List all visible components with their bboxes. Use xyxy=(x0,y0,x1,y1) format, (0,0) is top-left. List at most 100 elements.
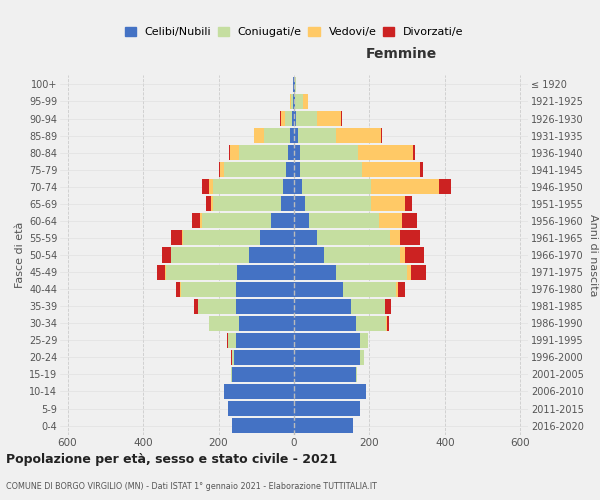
Bar xyxy=(249,248,294,262)
Bar xyxy=(213,179,283,194)
Bar xyxy=(294,162,299,177)
Bar xyxy=(280,111,281,126)
Bar xyxy=(400,230,421,246)
Bar xyxy=(200,214,202,228)
Bar xyxy=(260,230,294,246)
Bar xyxy=(294,384,366,399)
Bar xyxy=(317,111,341,126)
Bar xyxy=(294,214,309,228)
Bar xyxy=(293,77,294,92)
Bar xyxy=(294,179,302,194)
Bar xyxy=(294,196,305,212)
Bar xyxy=(213,196,281,212)
Bar xyxy=(362,162,421,177)
Bar xyxy=(172,230,182,246)
Bar xyxy=(224,162,286,177)
Bar xyxy=(343,282,396,296)
Y-axis label: Fasce di età: Fasce di età xyxy=(14,222,25,288)
Bar xyxy=(396,282,398,296)
Bar xyxy=(232,350,233,365)
Bar xyxy=(413,145,415,160)
Bar xyxy=(335,264,407,280)
Bar xyxy=(371,196,406,212)
Bar xyxy=(406,248,424,262)
Bar xyxy=(220,162,224,177)
Bar xyxy=(341,111,342,126)
Bar xyxy=(294,367,356,382)
Bar xyxy=(182,230,260,246)
Bar xyxy=(235,333,294,348)
Bar xyxy=(401,214,416,228)
Bar xyxy=(407,264,411,280)
Bar xyxy=(411,264,426,280)
Bar xyxy=(172,248,249,262)
Bar xyxy=(211,196,213,212)
Bar xyxy=(284,111,292,126)
Bar xyxy=(371,179,439,194)
Text: Femmine: Femmine xyxy=(366,46,437,60)
Bar xyxy=(294,94,295,109)
Bar xyxy=(290,128,294,143)
Text: COMUNE DI BORGO VIRGILIO (MN) - Dati ISTAT 1° gennaio 2021 - Elaborazione TUTTIT: COMUNE DI BORGO VIRGILIO (MN) - Dati IST… xyxy=(6,482,377,491)
Bar xyxy=(281,196,294,212)
Bar xyxy=(317,230,390,246)
Bar xyxy=(295,77,296,92)
Bar xyxy=(202,214,271,228)
Bar xyxy=(406,196,412,212)
Bar xyxy=(289,145,294,160)
Bar xyxy=(360,333,368,348)
Bar xyxy=(400,248,406,262)
Bar xyxy=(294,111,296,126)
Bar xyxy=(335,128,381,143)
Bar xyxy=(294,145,299,160)
Bar xyxy=(239,145,289,160)
Bar xyxy=(218,162,220,177)
Bar xyxy=(309,214,379,228)
Bar xyxy=(358,145,413,160)
Bar xyxy=(294,316,356,331)
Bar xyxy=(224,384,294,399)
Bar xyxy=(157,264,165,280)
Bar xyxy=(294,298,350,314)
Bar xyxy=(296,111,317,126)
Bar xyxy=(299,162,362,177)
Bar xyxy=(166,264,238,280)
Bar xyxy=(235,298,294,314)
Bar xyxy=(299,145,358,160)
Bar xyxy=(227,333,228,348)
Bar xyxy=(294,401,360,416)
Bar xyxy=(294,418,353,433)
Bar xyxy=(271,214,294,228)
Bar xyxy=(235,282,294,296)
Bar xyxy=(281,111,284,126)
Bar xyxy=(293,94,294,109)
Text: Popolazione per età, sesso e stato civile - 2021: Popolazione per età, sesso e stato civil… xyxy=(6,452,337,466)
Legend: Celibi/Nubili, Coniugati/e, Vedovi/e, Divorzati/e: Celibi/Nubili, Coniugati/e, Vedovi/e, Di… xyxy=(125,26,464,37)
Bar xyxy=(294,333,360,348)
Bar xyxy=(194,298,198,314)
Bar xyxy=(170,248,172,262)
Bar xyxy=(302,179,371,194)
Bar xyxy=(228,333,235,348)
Bar xyxy=(291,94,293,109)
Bar xyxy=(360,350,364,365)
Bar xyxy=(294,230,317,246)
Bar xyxy=(439,179,451,194)
Bar xyxy=(390,230,400,246)
Bar xyxy=(324,248,400,262)
Bar xyxy=(209,179,213,194)
Bar xyxy=(298,128,335,143)
Bar xyxy=(239,316,294,331)
Bar xyxy=(264,128,290,143)
Bar xyxy=(305,196,371,212)
Bar xyxy=(165,264,166,280)
Bar xyxy=(228,401,294,416)
Bar xyxy=(294,248,324,262)
Bar xyxy=(283,179,294,194)
Bar xyxy=(176,282,181,296)
Bar xyxy=(387,316,389,331)
Bar xyxy=(181,282,235,296)
Bar xyxy=(238,264,294,280)
Bar xyxy=(350,298,385,314)
Bar xyxy=(209,316,239,331)
